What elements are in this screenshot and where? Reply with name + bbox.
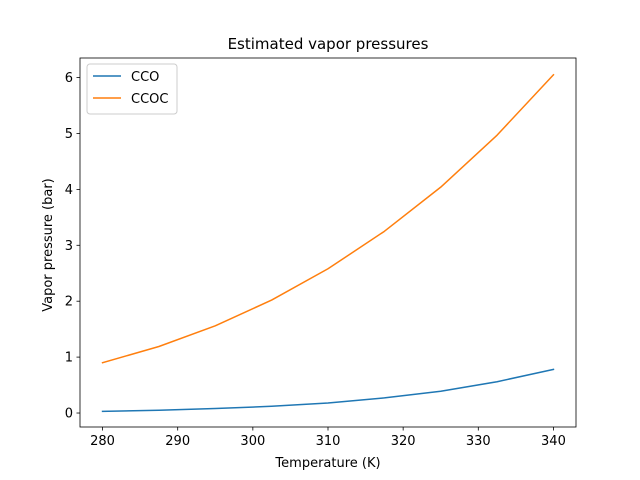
plot-area: 280 290 300 310 320 330 340 0 1 2 3 4 5 6 CCO CCOC [65,57,577,449]
x-tick-label: 310 [316,434,341,449]
x-tick-label: 280 [90,434,115,449]
y-tick-label: 0 [65,407,73,422]
x-tick-label: 290 [165,434,190,449]
y-tick-label: 1 [65,351,73,366]
series-line-ccoc [101,73,555,364]
series-line-cco [101,368,555,413]
x-tick-label: 320 [391,434,416,449]
y-tick-label: 3 [65,239,73,254]
legend-label-cco: CCO [131,70,159,85]
legend: CCO CCOC [86,63,178,115]
y-axis-label: Vapor pressure (bar) [41,178,56,312]
y-tick-label: 4 [65,183,73,198]
y-tick-label: 5 [65,127,73,142]
x-tick-label: 340 [541,434,566,449]
x-axis-label: Temperature (K) [274,456,380,471]
legend-label-ccoc: CCOC [131,92,168,107]
chart-title: Estimated vapor pressures [228,35,429,53]
x-tick-label: 300 [240,434,265,449]
x-tick-label: 330 [466,434,491,449]
y-tick-label: 2 [65,295,73,310]
y-tick-label: 6 [65,71,73,86]
